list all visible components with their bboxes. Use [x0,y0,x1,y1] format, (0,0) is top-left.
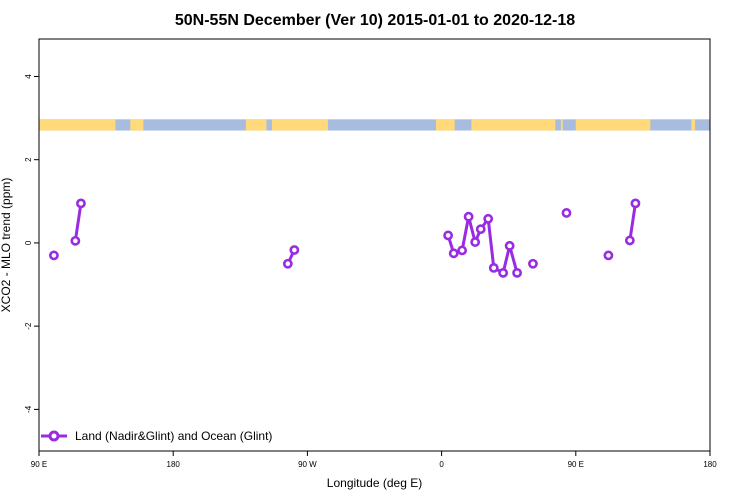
data-marks [49,198,641,278]
legend-label: Land (Nadir&Glint) and Ocean (Glint) [75,429,272,443]
series-line [628,203,637,241]
data-point [483,213,494,224]
data-point [49,250,59,261]
data-point [488,262,499,273]
land-segment [691,119,696,131]
y-tick-label: 2 [24,157,33,162]
legend: Land (Nadir&Glint) and Ocean (Glint) [41,429,272,443]
data-point [463,211,474,222]
y-tick-label: 4 [24,74,33,79]
data-point [70,235,81,246]
data-point [528,258,538,269]
ocean-band [39,119,710,131]
y-tick-label: 0 [24,240,33,245]
plot-frame [38,38,711,452]
data-point [561,208,572,218]
data-point [498,267,509,278]
x-axis: 90 E 180 90 W 0 90 E 180 [31,451,717,469]
x-tick-label: 90 W [298,460,317,469]
land-segment [436,119,455,131]
data-point [624,235,635,246]
x-tick-label: 90 E [31,460,47,469]
land-segment [271,119,328,131]
data-point [630,198,641,209]
y-axis-label: XCO2 - MLO trend (ppm) [0,178,13,313]
landmask-strip [39,119,710,131]
data-point [475,224,486,235]
data-point [470,237,481,247]
data-point [457,245,468,256]
data-point [504,240,515,251]
land-segment [560,119,563,131]
land-segment [39,119,116,131]
y-tick-label: -4 [24,405,33,413]
data-point [448,248,459,259]
land-segment [130,119,144,131]
y-tick-label: -2 [24,322,33,330]
x-tick-label: 0 [439,460,444,469]
data-point [282,258,293,269]
y-axis: -4 -2 0 2 4 [24,74,39,413]
series-line [73,203,83,242]
land-segment [245,119,267,131]
x-tick-label: 90 E [568,460,584,469]
x-tick-label: 180 [703,460,717,469]
data-point [289,245,300,255]
data-point [603,250,614,261]
x-axis-label: Longitude (deg E) [327,476,422,490]
data-point [443,230,454,241]
x-tick-label: 180 [167,460,181,469]
data-point [512,267,522,278]
land-segment [471,119,556,131]
land-segment [575,119,651,131]
legend-marker [48,430,60,442]
chart-title: 50N-55N December (Ver 10) 2015-01-01 to … [175,12,575,29]
data-point [76,198,86,209]
